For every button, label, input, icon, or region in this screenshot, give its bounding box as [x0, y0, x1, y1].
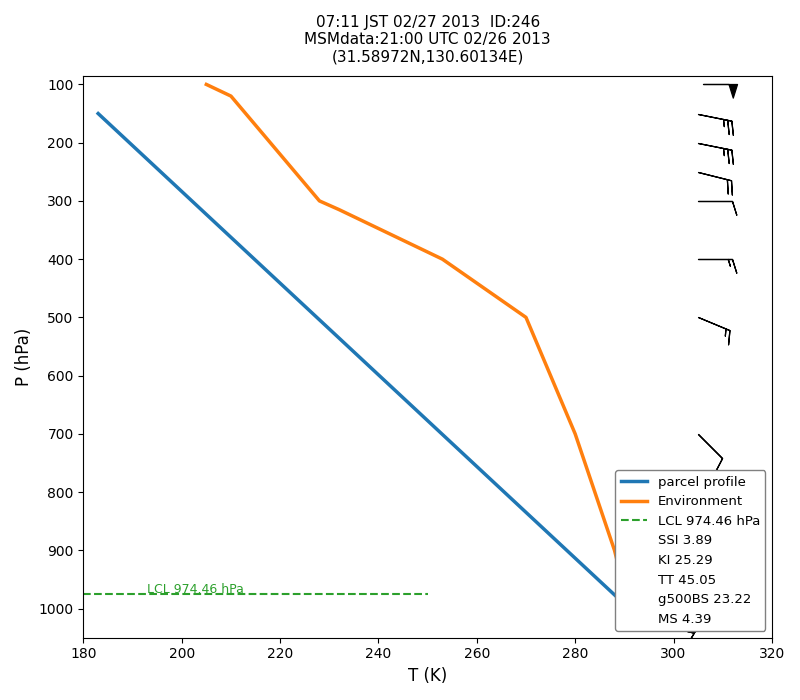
Legend: parcel profile, Environment, LCL 974.46 hPa, SSI 3.89, KI 25.29, TT 45.05, g500B: parcel profile, Environment, LCL 974.46 …: [615, 470, 766, 631]
X-axis label: T (K): T (K): [408, 667, 447, 685]
Text: LCL 974.46 hPa: LCL 974.46 hPa: [147, 582, 244, 596]
Title: 07:11 JST 02/27 2013  ID:246
MSMdata:21:00 UTC 02/26 2013
(31.58972N,130.60134E): 07:11 JST 02/27 2013 ID:246 MSMdata:21:0…: [304, 15, 551, 65]
Y-axis label: P (hPa): P (hPa): [15, 328, 33, 386]
